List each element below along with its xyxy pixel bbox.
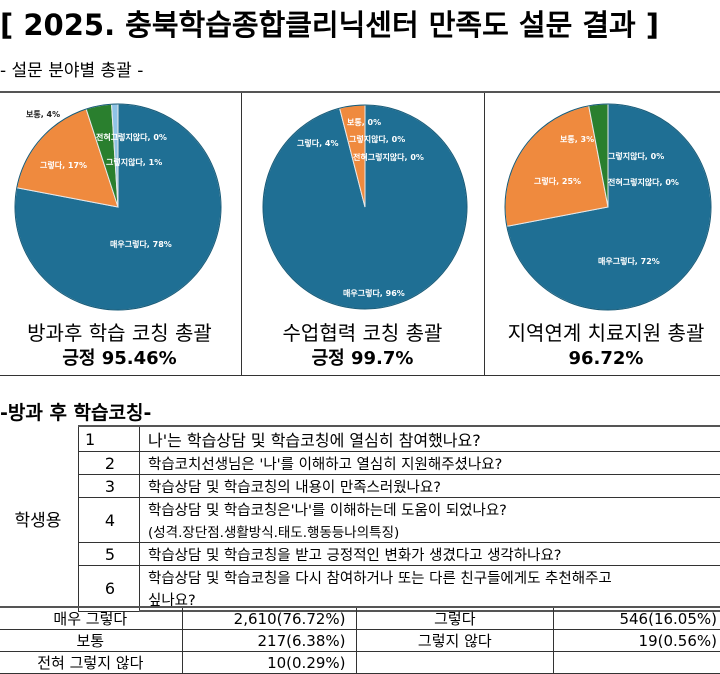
question-text: 학습코치선생님은 '나'를 이해하고 열심히 지원해주셨나요?: [140, 452, 720, 475]
pie-label: 그렇지않다, 1%: [106, 157, 162, 168]
table-row: 3 학습상담 및 학습코칭의 내용이 만족스러웠나요?: [0, 475, 720, 498]
response-value: 2,610(76.72%): [182, 607, 356, 630]
question-number: 4: [79, 498, 140, 543]
response-label: 보통: [0, 630, 182, 652]
pie-label: 보통, 0%: [347, 117, 381, 128]
pie-chart: 보통, 3% 그렇지않다, 0% 그렇다, 25% 전혀그렇지않다, 0% 매우…: [484, 93, 720, 319]
pie-label: 전혀그렇지않다, 0%: [353, 152, 424, 163]
pie-label: 매우그렇다, 72%: [598, 256, 660, 267]
chart-class-cooperation: 보통, 0% 그렇다, 4% 그렇지않다, 0% 전혀그렇지않다, 0% 매우그…: [241, 93, 485, 375]
pie-chart: 보통, 4% 전혀그렇지않다, 0% 그렇다, 17% 그렇지않다, 1% 매우…: [0, 93, 241, 319]
chart-summary: 긍정 99.7%: [241, 347, 484, 371]
question-number: 2: [79, 452, 140, 475]
response-label: 그렇지 않다: [356, 630, 554, 652]
pie-label: 매우그렇다, 78%: [110, 239, 172, 250]
pie-label: 그렇다, 25%: [534, 176, 581, 187]
table-row: 6 학습상담 및 학습코칭을 다시 참여하거나 또는 다른 친구들에게도 추천해…: [0, 566, 720, 589]
question-text-sub: (성격.장단점.생활방식.태도.행동등나의특징): [140, 520, 720, 543]
chart-title: 방과후 학습 코칭 총괄: [0, 321, 241, 345]
pie-label: 그렇지않다, 0%: [608, 151, 664, 162]
question-number: 3: [79, 475, 140, 498]
question-text: 학습상담 및 학습코칭의 내용이 만족스러웠나요?: [140, 475, 720, 498]
charts-panel: 보통, 4% 전혀그렇지않다, 0% 그렇다, 17% 그렇지않다, 1% 매우…: [0, 91, 720, 376]
table-row: 5 학습상담 및 학습코칭을 받고 긍정적인 변화가 생겼다고 생각하나요?: [0, 543, 720, 566]
pie-label: 그렇지않다, 0%: [349, 134, 405, 145]
chart-title: 지역연계 치료지원 총괄: [484, 321, 720, 345]
page-subtitle: - 설문 분야별 총괄 -: [0, 56, 143, 81]
question-table: 학생용 1 나'는 학습상담 및 학습코칭에 열심히 참여했나요? 2 학습코치…: [0, 425, 720, 612]
table-row: 학생용 1 나'는 학습상담 및 학습코칭에 열심히 참여했나요?: [0, 426, 720, 452]
question-text: 나'는 학습상담 및 학습코칭에 열심히 참여했나요?: [140, 426, 720, 452]
pie-svg: [0, 93, 241, 319]
pie-label: 전혀그렇지않다, 0%: [96, 132, 167, 143]
response-label: [356, 652, 554, 674]
table-row: 보통 217(6.38%) 그렇지 않다 19(0.56%): [0, 630, 720, 652]
pie-label: 전혀그렇지않다, 0%: [608, 177, 679, 188]
response-label: 그렇다: [356, 607, 554, 630]
pie-chart: 보통, 0% 그렇다, 4% 그렇지않다, 0% 전혀그렇지않다, 0% 매우그…: [241, 93, 484, 319]
chart-title: 수업협력 코칭 총괄: [241, 321, 484, 345]
response-value: 19(0.56%): [554, 630, 720, 652]
response-value: 10(0.29%): [182, 652, 356, 674]
chart-summary: 긍정 95.46%: [0, 347, 241, 371]
question-number: 5: [79, 543, 140, 566]
pie-svg: [484, 93, 720, 319]
response-value: 217(6.38%): [182, 630, 356, 652]
question-text: 학습상담 및 학습코칭은'나'를 이해하는데 도움이 되었나요?: [140, 498, 720, 521]
response-value: [554, 652, 720, 674]
pie-label: 보통, 3%: [560, 134, 594, 145]
table-row: 4 학습상담 및 학습코칭은'나'를 이해하는데 도움이 되었나요?: [0, 498, 720, 521]
pie-label: 그렇다, 4%: [297, 138, 339, 149]
table-row: 전혀 그렇지 않다 10(0.29%): [0, 652, 720, 674]
pie-label: 보통, 4%: [26, 109, 60, 120]
response-value: 546(16.05%): [554, 607, 720, 630]
question-number: 1: [79, 426, 140, 452]
chart-after-school: 보통, 4% 전혀그렇지않다, 0% 그렇다, 17% 그렇지않다, 1% 매우…: [0, 93, 242, 375]
group-label: 학생용: [0, 426, 79, 611]
table-row: 매우 그렇다 2,610(76.72%) 그렇다 546(16.05%): [0, 607, 720, 630]
page-title: [ 2025. 충북학습종합클리닉센터 만족도 설문 결과 ]: [0, 2, 659, 44]
pie-label: 그렇다, 17%: [40, 160, 87, 171]
response-label: 매우 그렇다: [0, 607, 182, 630]
chart-summary: 96.72%: [484, 347, 720, 371]
question-text: 학습상담 및 학습코칭을 받고 긍정적인 변화가 생겼다고 생각하나요?: [140, 543, 720, 566]
question-text: 학습상담 및 학습코칭을 다시 참여하거나 또는 다른 친구들에게도 추천해주고: [140, 566, 720, 589]
question-number: 6: [79, 566, 140, 612]
table-row: 2 학습코치선생님은 '나'를 이해하고 열심히 지원해주셨나요?: [0, 452, 720, 475]
chart-regional-therapy: 보통, 3% 그렇지않다, 0% 그렇다, 25% 전혀그렇지않다, 0% 매우…: [484, 93, 720, 375]
section-title: -방과 후 학습코칭-: [0, 398, 151, 425]
pie-label: 매우그렇다, 96%: [343, 288, 405, 299]
response-label: 전혀 그렇지 않다: [0, 652, 182, 674]
summary-table: 매우 그렇다 2,610(76.72%) 그렇다 546(16.05%) 보통 …: [0, 606, 720, 674]
